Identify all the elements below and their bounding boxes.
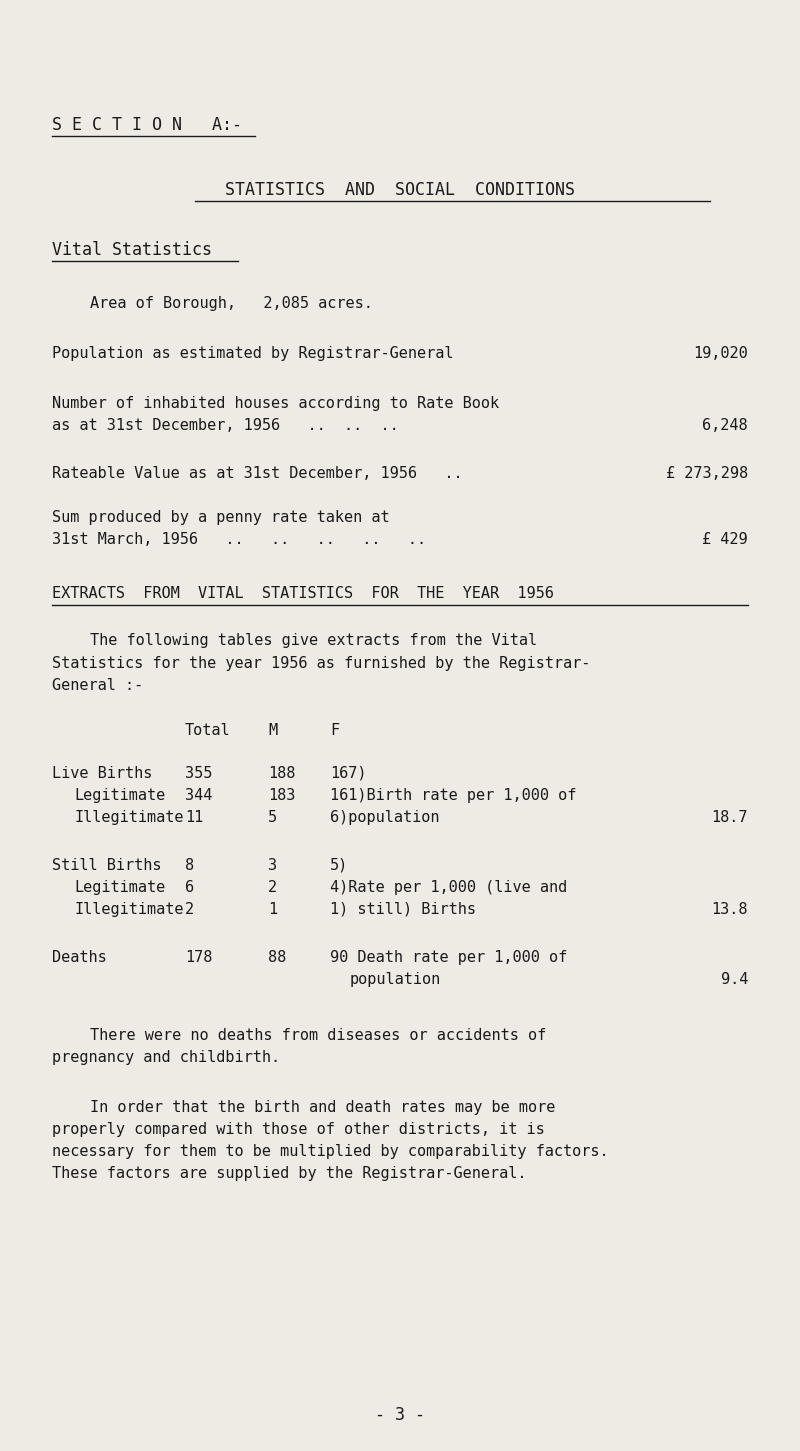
Text: 8: 8 bbox=[185, 858, 194, 874]
Text: properly compared with those of other districts, it is: properly compared with those of other di… bbox=[52, 1122, 545, 1138]
Text: 88: 88 bbox=[268, 950, 286, 965]
Text: pregnancy and childbirth.: pregnancy and childbirth. bbox=[52, 1051, 280, 1065]
Text: 178: 178 bbox=[185, 950, 212, 965]
Text: Total: Total bbox=[185, 723, 230, 739]
Text: 183: 183 bbox=[268, 788, 295, 802]
Text: Still Births: Still Births bbox=[52, 858, 162, 874]
Text: 90 Death rate per 1,000 of: 90 Death rate per 1,000 of bbox=[330, 950, 567, 965]
Text: These factors are supplied by the Registrar-General.: These factors are supplied by the Regist… bbox=[52, 1167, 526, 1181]
Text: 344: 344 bbox=[185, 788, 212, 802]
Text: 5): 5) bbox=[330, 858, 348, 874]
Text: Illegitimate: Illegitimate bbox=[74, 903, 183, 917]
Text: Live Births: Live Births bbox=[52, 766, 152, 781]
Text: necessary for them to be multiplied by comparability factors.: necessary for them to be multiplied by c… bbox=[52, 1143, 609, 1159]
Text: Population as estimated by Registrar-General: Population as estimated by Registrar-Gen… bbox=[52, 345, 454, 361]
Text: Sum produced by a penny rate taken at: Sum produced by a penny rate taken at bbox=[52, 509, 390, 525]
Text: Area of Borough,   2,085 acres.: Area of Borough, 2,085 acres. bbox=[90, 296, 373, 311]
Text: 1: 1 bbox=[268, 903, 277, 917]
Text: STATISTICS  AND  SOCIAL  CONDITIONS: STATISTICS AND SOCIAL CONDITIONS bbox=[225, 181, 575, 199]
Text: 13.8: 13.8 bbox=[711, 903, 748, 917]
Text: Deaths: Deaths bbox=[52, 950, 106, 965]
Text: 19,020: 19,020 bbox=[694, 345, 748, 361]
Text: General :-: General :- bbox=[52, 678, 143, 694]
Text: F: F bbox=[330, 723, 339, 739]
Text: 3: 3 bbox=[268, 858, 277, 874]
Text: £ 429: £ 429 bbox=[702, 533, 748, 547]
Text: 1) still) Births: 1) still) Births bbox=[330, 903, 476, 917]
Text: M: M bbox=[268, 723, 277, 739]
Text: There were no deaths from diseases or accidents of: There were no deaths from diseases or ac… bbox=[90, 1027, 546, 1043]
Text: 4)Rate per 1,000 (live and: 4)Rate per 1,000 (live and bbox=[330, 879, 567, 895]
Text: 167): 167) bbox=[330, 766, 366, 781]
Text: population: population bbox=[350, 972, 442, 987]
Text: 6: 6 bbox=[185, 879, 194, 895]
Text: In order that the birth and death rates may be more: In order that the birth and death rates … bbox=[90, 1100, 555, 1114]
Text: 188: 188 bbox=[268, 766, 295, 781]
Text: 2: 2 bbox=[268, 879, 277, 895]
Text: 18.7: 18.7 bbox=[711, 810, 748, 826]
Text: 6,248: 6,248 bbox=[702, 418, 748, 432]
Text: Vital Statistics: Vital Statistics bbox=[52, 241, 212, 258]
Text: 6)population: 6)population bbox=[330, 810, 439, 826]
Text: £ 273,298: £ 273,298 bbox=[666, 466, 748, 480]
Text: 2: 2 bbox=[185, 903, 194, 917]
Text: S E C T I O N   A:-: S E C T I O N A:- bbox=[52, 116, 242, 133]
Text: Illegitimate: Illegitimate bbox=[74, 810, 183, 826]
Text: 5: 5 bbox=[268, 810, 277, 826]
Text: Number of inhabited houses according to Rate Book: Number of inhabited houses according to … bbox=[52, 396, 499, 411]
Text: 11: 11 bbox=[185, 810, 203, 826]
Text: The following tables give extracts from the Vital: The following tables give extracts from … bbox=[90, 633, 537, 649]
Text: EXTRACTS  FROM  VITAL  STATISTICS  FOR  THE  YEAR  1956: EXTRACTS FROM VITAL STATISTICS FOR THE Y… bbox=[52, 586, 554, 601]
Text: Statistics for the year 1956 as furnished by the Registrar-: Statistics for the year 1956 as furnishe… bbox=[52, 656, 590, 670]
Text: Legitimate: Legitimate bbox=[74, 788, 166, 802]
Text: Rateable Value as at 31st December, 1956   ..: Rateable Value as at 31st December, 1956… bbox=[52, 466, 462, 480]
Text: 9.4: 9.4 bbox=[721, 972, 748, 987]
Text: 31st March, 1956   ..   ..   ..   ..   ..: 31st March, 1956 .. .. .. .. .. bbox=[52, 533, 426, 547]
Text: - 3 -: - 3 - bbox=[375, 1406, 425, 1423]
Text: 355: 355 bbox=[185, 766, 212, 781]
Text: 161)Birth rate per 1,000 of: 161)Birth rate per 1,000 of bbox=[330, 788, 576, 802]
Text: as at 31st December, 1956   ..  ..  ..: as at 31st December, 1956 .. .. .. bbox=[52, 418, 398, 432]
Text: Legitimate: Legitimate bbox=[74, 879, 166, 895]
